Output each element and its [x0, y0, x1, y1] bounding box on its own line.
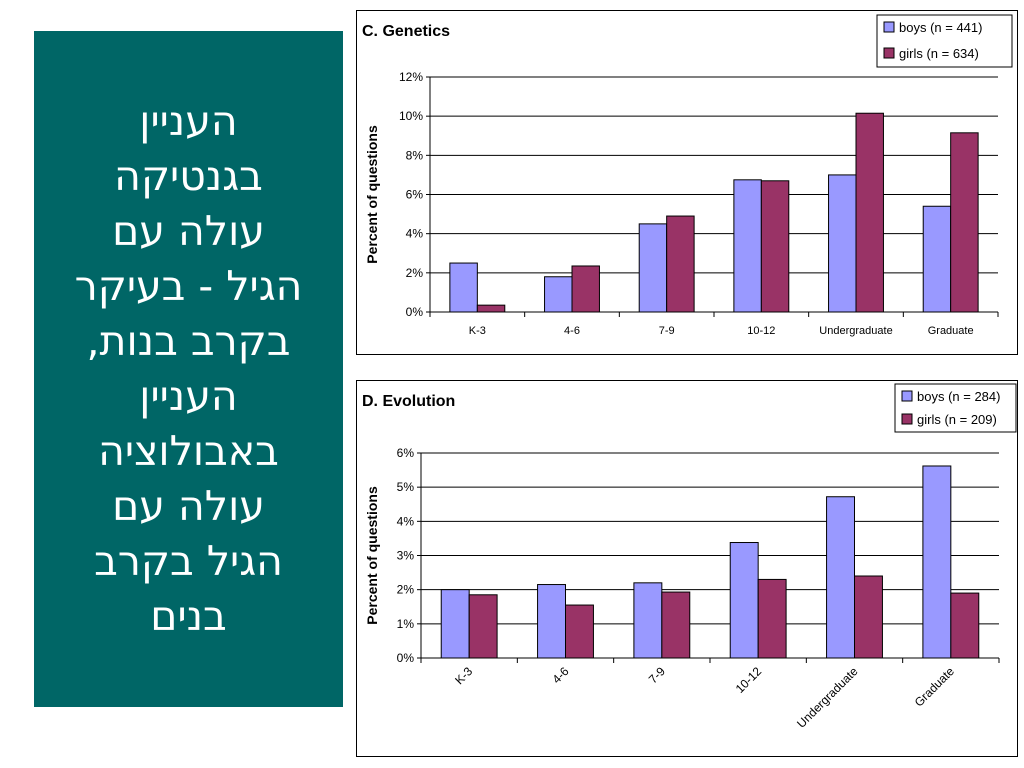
- bar-boys: [638, 223, 668, 313]
- x-tick-label: 4-6: [549, 664, 571, 686]
- bar-boys: [633, 582, 663, 659]
- summary-line: הגיל - בעיקר: [74, 262, 303, 310]
- y-tick-label: 12%: [399, 70, 423, 84]
- y-tick-label: 4%: [397, 514, 415, 528]
- legend-swatch-girls: [901, 413, 913, 425]
- summary-line: בגנטיקה: [114, 152, 263, 200]
- x-tick-label: Graduate: [928, 325, 974, 337]
- legend-swatch-boys: [883, 21, 895, 33]
- x-tick-label: 7-9: [646, 664, 668, 686]
- bar-boys: [544, 276, 573, 313]
- y-tick-label: 10%: [399, 109, 423, 123]
- summary-line: באבולוציה: [98, 427, 279, 475]
- bar-girls: [855, 112, 884, 313]
- y-tick-label: 8%: [406, 148, 424, 162]
- bar-boys: [440, 589, 470, 659]
- bar-girls: [854, 575, 883, 659]
- legend-swatch-girls: [883, 47, 895, 59]
- x-tick-label: 7-9: [659, 325, 675, 337]
- bar-boys: [826, 496, 855, 659]
- y-tick-label: 0%: [397, 651, 415, 665]
- x-tick-label: Undergraduate: [794, 664, 861, 731]
- bar-girls: [950, 592, 980, 659]
- x-tick-label: Undergraduate: [819, 325, 892, 337]
- bar-boys: [537, 584, 567, 659]
- bar-boys: [449, 262, 478, 313]
- legend-label: girls (n = 634): [899, 46, 979, 61]
- summary-line: בקרב בנות,: [86, 317, 291, 365]
- bar-girls: [757, 578, 787, 659]
- bar-boys: [922, 465, 952, 659]
- legend-swatch-boys: [901, 390, 913, 402]
- x-tick-label: 10-12: [733, 664, 765, 696]
- y-tick-label: 0%: [406, 305, 424, 319]
- chart-title: C. Genetics: [362, 23, 450, 40]
- bar-boys: [828, 174, 857, 313]
- bar-girls: [950, 132, 979, 313]
- legend-label: boys (n = 441): [899, 20, 982, 35]
- chart-title: D. Evolution: [362, 393, 455, 410]
- bar-girls: [666, 215, 695, 313]
- bar-girls: [468, 594, 498, 659]
- evolution-chart-svg: D. Evolution 0% 1% 2% 3% 4% 5% 6% Percent of que…: [362, 383, 1017, 731]
- bar-girls: [571, 265, 600, 313]
- y-axis-label: Percent of questions: [364, 486, 380, 625]
- x-tick-label: K-3: [469, 325, 486, 337]
- summary-line: עולה עם: [112, 207, 265, 255]
- genetics-chart-svg: C. Genetics 0% 2% 4% 6% 8% 10% 12% Percent of qu…: [362, 14, 1013, 337]
- legend-label: boys (n = 284): [917, 389, 1000, 404]
- bar-boys: [922, 205, 952, 313]
- legend-label: girls (n = 209): [917, 412, 997, 427]
- y-axis-label: Percent of questions: [364, 125, 380, 264]
- legend-box: [876, 14, 1013, 68]
- summary-line: עולה עם: [112, 482, 265, 530]
- x-tick-label: 10-12: [747, 325, 775, 337]
- summary-line: העניין: [139, 97, 238, 145]
- y-tick-label: 6%: [397, 446, 415, 460]
- summary-line: הגיל בקרב: [94, 537, 283, 585]
- y-tick-label: 5%: [397, 480, 415, 494]
- bar-girls: [565, 604, 594, 659]
- y-tick-label: 4%: [406, 227, 424, 241]
- evolution-chart: D. Evolution 0% 1% 2% 3% 4% 5% 6% Percent of que…: [356, 380, 1018, 757]
- bar-boys: [729, 542, 759, 659]
- y-tick-label: 2%: [406, 266, 424, 280]
- bar-girls: [661, 591, 691, 659]
- genetics-chart: C. Genetics 0% 2% 4% 6% 8% 10% 12% Percent of qu…: [356, 10, 1018, 355]
- x-tick-label: 4-6: [564, 325, 580, 337]
- legend-box: [894, 383, 1017, 433]
- x-tick-label: Graduate: [912, 664, 958, 710]
- summary-line: בנים: [150, 592, 227, 640]
- summary-text-panel: העניין בגנטיקה עולה עם הגיל - בעיקר בקרב…: [34, 31, 343, 707]
- y-tick-label: 2%: [397, 583, 415, 597]
- y-tick-label: 3%: [397, 549, 415, 563]
- bar-boys: [733, 179, 762, 313]
- x-tick-label: K-3: [452, 664, 475, 687]
- bar-girls: [476, 304, 506, 313]
- y-tick-label: 1%: [397, 617, 415, 631]
- summary-line: העניין: [139, 372, 238, 420]
- bar-girls: [760, 180, 790, 313]
- y-tick-label: 6%: [406, 188, 424, 202]
